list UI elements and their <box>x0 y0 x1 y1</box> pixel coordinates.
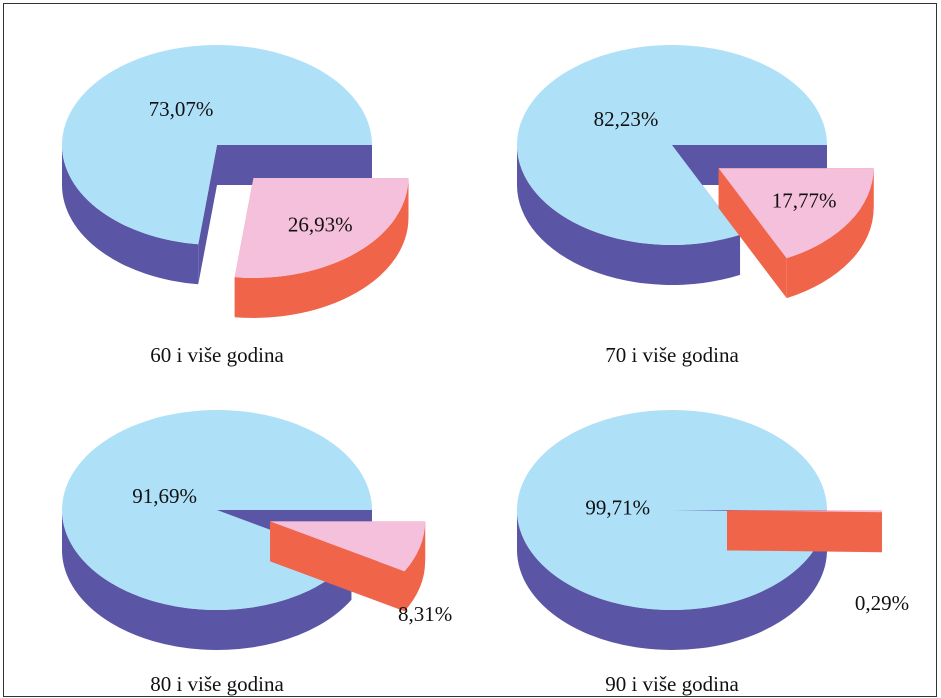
slice <box>726 510 882 513</box>
value-label: 82,23% <box>594 107 659 131</box>
pie-title: 60 i više godina <box>150 343 284 367</box>
slice-wall <box>198 145 217 285</box>
slice-side <box>62 510 352 651</box>
value-label: 26,93% <box>288 212 353 236</box>
slice-side <box>404 521 426 612</box>
value-label: 8,31% <box>398 602 452 626</box>
pie-title: 90 i više godina <box>605 672 739 696</box>
slice <box>61 45 373 245</box>
value-label: 91,69% <box>132 484 197 508</box>
slice-wall <box>270 521 405 612</box>
slice-side <box>786 168 874 299</box>
slice <box>234 177 409 278</box>
pie-title: 80 i više godina <box>150 672 284 696</box>
slice <box>270 521 426 572</box>
slice <box>516 45 827 246</box>
slice-wall <box>718 168 787 299</box>
pie-title: 70 i više godina <box>605 343 739 367</box>
slice-wall <box>726 510 882 553</box>
slice-side <box>234 177 409 318</box>
slice-side <box>517 145 741 285</box>
value-label: 17,77% <box>772 189 837 213</box>
slice <box>718 168 874 259</box>
slice <box>517 410 827 611</box>
slice-side <box>517 510 827 650</box>
slice-wall <box>217 145 372 185</box>
value-label: 73,07% <box>149 97 214 121</box>
slice-side <box>62 145 199 285</box>
value-label: 0,29% <box>855 591 909 615</box>
value-label: 99,71% <box>585 495 650 519</box>
